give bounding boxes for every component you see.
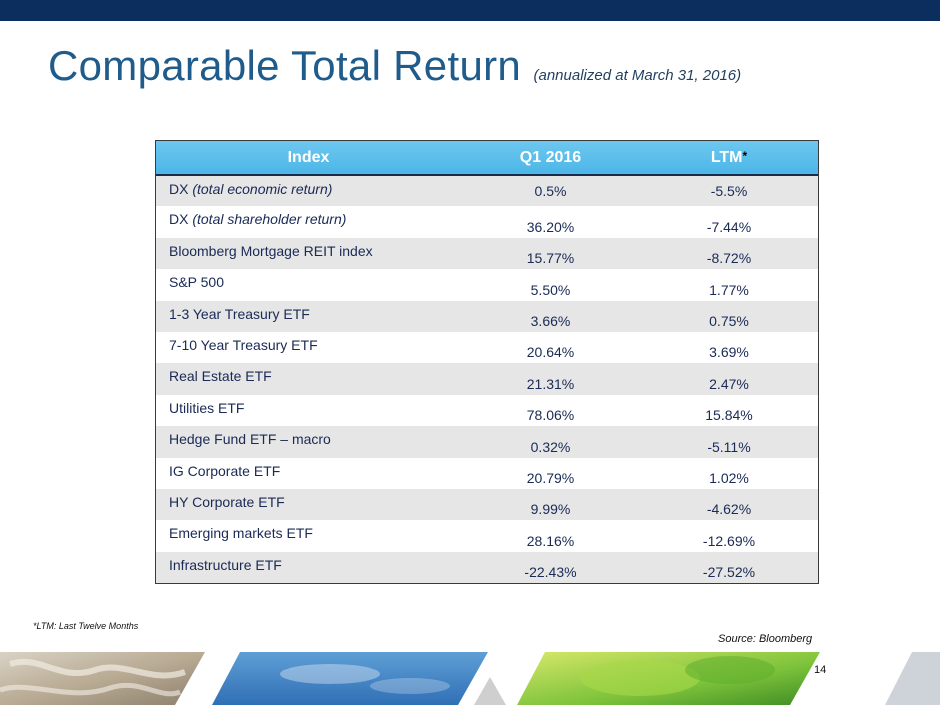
index-name-cell: 7-10 Year Treasury ETF (156, 332, 461, 363)
index-name-cell: S&P 500 (156, 269, 461, 300)
q1-value: 0.32% (530, 438, 571, 455)
page-number: 14 (814, 664, 827, 676)
header-ltm: LTM* (640, 141, 818, 176)
header-ltm-label: LTM (710, 148, 743, 166)
table-row: Utilities ETF 78.06% 15.84% (156, 394, 818, 427)
q1-value: -22.43% (524, 564, 577, 581)
q1-value: 78.06% (526, 407, 575, 424)
ltm-value: 0.75% (709, 312, 749, 329)
ltm-value: -7.44% (706, 218, 752, 235)
index-name-cell: Hedge Fund ETF – macro (156, 426, 461, 457)
index-name-cell: Real Estate ETF (156, 363, 461, 394)
ltm-value: -27.52% (702, 564, 756, 581)
index-name-cell: Utilities ETF (156, 395, 461, 426)
table-row: 7-10 Year Treasury ETF 20.64% 3.69% (156, 331, 818, 364)
ltm-value: -5.11% (707, 438, 751, 455)
ltm-value: 1.02% (709, 469, 749, 486)
index-name-cell: HY Corporate ETF (156, 489, 461, 520)
title-text: Comparable Total Return (48, 42, 522, 89)
header-index: Index (156, 141, 461, 176)
q1-value: 20.64% (526, 344, 575, 361)
ltm-value: 15.84% (705, 407, 753, 424)
index-name: IG Corporate ETF (169, 462, 281, 479)
index-note: (total shareholder return) (192, 211, 347, 228)
table-row: Real Estate ETF 21.31% 2.47% (156, 363, 818, 395)
index-name: Real Estate ETF (169, 368, 272, 385)
source-note: Source: Bloomberg (718, 633, 813, 645)
q1-value: 9.99% (530, 501, 571, 518)
index-note: (total economic return) (192, 181, 333, 197)
sky-photo (212, 652, 488, 705)
returns-table: Index Q1 2016 LTM* DX (total economic re… (155, 140, 819, 585)
ltm-value: -4.62% (706, 501, 752, 518)
table-row: HY Corporate ETF 9.99% -4.62% (156, 488, 818, 521)
title-subtitle: (annualized at March 31, 2016) (533, 67, 742, 84)
slide-title: Comparable Total Return (annualized at M… (48, 42, 741, 90)
index-name: HY Corporate ETF (169, 493, 285, 510)
table-row: Infrastructure ETF -22.43% -27.52% (156, 551, 818, 584)
table-row: Bloomberg Mortgage REIT index 15.77% -8.72… (156, 237, 818, 270)
ltm-value: -8.72% (706, 250, 752, 267)
ltm-value: 2.47% (709, 375, 749, 392)
ltm-value: 1.77% (709, 281, 749, 298)
ltm-value: 3.69% (709, 344, 749, 361)
q1-value: 0.5% (534, 183, 567, 200)
table-row: S&P 500 5.50% 1.77% (156, 269, 818, 301)
grey-triangle (474, 677, 506, 705)
ltm-value: -12.69% (702, 532, 756, 549)
top-bar (0, 0, 940, 21)
header-q1: Q1 2016 (461, 141, 640, 176)
table-row: 1-3 Year Treasury ETF 3.66% 0.75% (156, 300, 818, 332)
table-row: IG Corporate ETF 20.79% 1.02% (156, 457, 818, 489)
index-name: DX (169, 211, 189, 228)
index-name: Hedge Fund ETF – macro (169, 431, 331, 448)
index-name-cell: IG Corporate ETF (156, 458, 461, 489)
index-name-cell: Bloomberg Mortgage REIT index (156, 238, 461, 269)
table-row: DX (total shareholder return) 36.20% -7.44… (156, 206, 818, 238)
table-row: Emerging markets ETF 28.16% -12.69% (156, 520, 818, 552)
index-name: Emerging markets ETF (169, 525, 313, 542)
footnote: *LTM: Last Twelve Months (33, 621, 139, 631)
q1-value: 5.50% (530, 281, 571, 298)
table-row: Hedge Fund ETF – macro 0.32% -5.11% (156, 426, 818, 458)
index-name: Infrastructure ETF (169, 556, 282, 573)
q1-value: 28.16% (526, 532, 575, 549)
index-name: Bloomberg Mortgage REIT index (169, 242, 373, 259)
table-row: DX (total economic return) 0.5% -5.5% (156, 175, 818, 207)
index-name: 7-10 Year Treasury ETF (169, 336, 318, 353)
grey-photo (885, 652, 940, 705)
q1-value: 20.79% (526, 469, 575, 486)
index-name-cell: Emerging markets ETF (156, 520, 461, 551)
index-name-cell: 1-3 Year Treasury ETF (156, 301, 461, 332)
index-name: DX (169, 181, 189, 197)
table-header-row: Index Q1 2016 LTM* (156, 141, 818, 176)
header-ltm-asterisk: * (742, 148, 748, 163)
q1-value: 21.31% (526, 375, 575, 392)
index-name-cell: Infrastructure ETF (156, 552, 461, 583)
ltm-value: -5.5% (710, 183, 748, 200)
index-name-cell: DX (total economic return) (156, 175, 461, 206)
index-name: 1-3 Year Treasury ETF (169, 305, 310, 322)
bottom-image-strip (0, 652, 940, 705)
q1-value: 15.77% (526, 250, 575, 267)
index-name-cell: DX (total shareholder return) (156, 206, 461, 237)
index-name: S&P 500 (169, 274, 225, 291)
q1-value: 36.20% (526, 218, 575, 235)
index-name: Utilities ETF (169, 399, 245, 416)
q1-value: 3.66% (530, 312, 571, 329)
